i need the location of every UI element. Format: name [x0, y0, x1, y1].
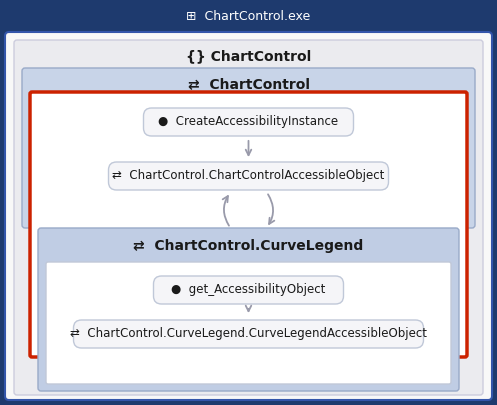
- FancyBboxPatch shape: [154, 276, 343, 304]
- FancyBboxPatch shape: [108, 162, 389, 190]
- Text: ⇄  ChartControl.ChartControlAccessibleObject: ⇄ ChartControl.ChartControlAccessibleObj…: [112, 170, 385, 183]
- Text: ●  CreateAccessibilityInstance: ● CreateAccessibilityInstance: [159, 115, 338, 128]
- Text: ⇄  ChartControl.CurveLegend: ⇄ ChartControl.CurveLegend: [133, 239, 364, 253]
- FancyBboxPatch shape: [74, 320, 423, 348]
- FancyBboxPatch shape: [14, 40, 483, 395]
- Text: ⇄  ChartControl.CurveLegend.CurveLegendAccessibleObject: ⇄ ChartControl.CurveLegend.CurveLegendAc…: [70, 328, 427, 341]
- FancyBboxPatch shape: [22, 68, 475, 228]
- FancyBboxPatch shape: [30, 92, 467, 357]
- FancyBboxPatch shape: [144, 108, 353, 136]
- FancyBboxPatch shape: [46, 262, 451, 384]
- FancyBboxPatch shape: [38, 228, 459, 391]
- FancyBboxPatch shape: [0, 0, 497, 32]
- FancyBboxPatch shape: [5, 32, 492, 400]
- Text: ⇄  ChartControl: ⇄ ChartControl: [187, 77, 310, 91]
- Text: {} ChartControl: {} ChartControl: [186, 49, 311, 63]
- Text: ●  get_AccessibilityObject: ● get_AccessibilityObject: [171, 284, 326, 296]
- Text: ⊞  ChartControl.exe: ⊞ ChartControl.exe: [186, 9, 311, 23]
